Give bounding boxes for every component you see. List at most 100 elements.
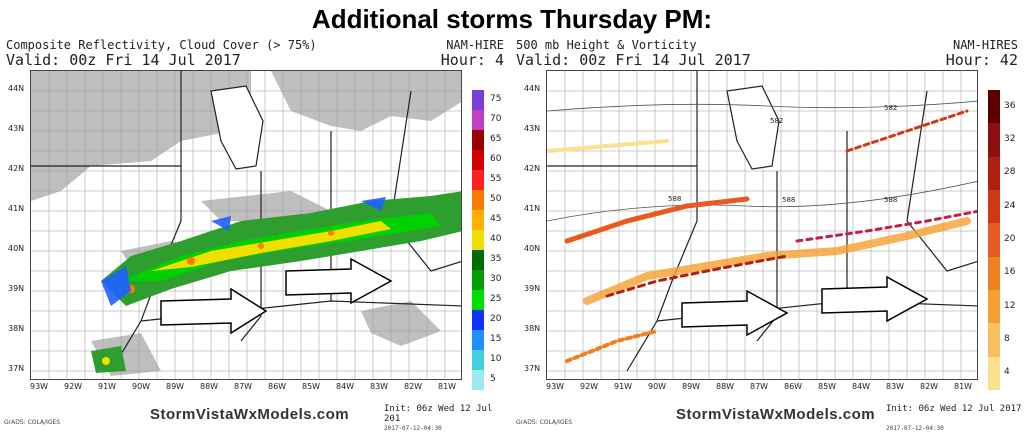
lon-label: 91W: [614, 382, 633, 391]
colorbar-swatch: [472, 370, 484, 390]
vorticity-colorbar: [988, 90, 1000, 390]
colorbar-label: 65: [490, 134, 502, 144]
colorbar-swatch: [472, 290, 484, 310]
lon-label: 83W: [886, 382, 905, 391]
lon-label: 81W: [954, 382, 973, 391]
colorbar-label: 25: [490, 294, 502, 304]
lon-label: 86W: [268, 382, 287, 391]
lat-label: 37N: [8, 364, 25, 373]
lon-label: 84W: [336, 382, 355, 391]
colorbar-swatch: [988, 223, 1000, 257]
lon-label: 88W: [716, 382, 735, 391]
lon-label: 85W: [302, 382, 321, 391]
colorbar-label: 50: [490, 194, 502, 204]
lat-label: 41N: [8, 204, 25, 213]
vorticity-map: [546, 70, 978, 380]
colorbar-swatch: [988, 323, 1000, 357]
panel-title: Composite Reflectivity, Cloud Cover (> 7…: [6, 38, 317, 52]
colorbar-label: 55: [490, 174, 502, 184]
forecast-hour: Hour: 4: [440, 51, 504, 69]
colorbar-swatch: [472, 330, 484, 350]
colorbar-swatch: [988, 289, 1000, 324]
panel-title: 500 mb Height & Vorticity: [516, 38, 697, 52]
colorbar-swatch: [472, 190, 484, 210]
lon-label: 89W: [166, 382, 185, 391]
lon-label: 91W: [98, 382, 117, 391]
lat-label: 37N: [524, 364, 541, 373]
model-name: NAM-HIRE: [446, 38, 504, 52]
grads-credit: GrADS: COLA/IGES: [516, 419, 573, 426]
init-time: Init: 06z Wed 12 Jul 2017: [886, 404, 1022, 414]
vorticity-map-graphic: [547, 71, 977, 379]
forecast-hour: Hour: 42: [945, 51, 1018, 69]
lon-label: 81W: [438, 382, 457, 391]
lon-label: 83W: [370, 382, 389, 391]
colorbar-swatch: [472, 90, 484, 110]
contour-label: 582: [884, 104, 898, 112]
lat-label: 42N: [524, 164, 541, 173]
colorbar-label: 8: [1004, 334, 1010, 344]
colorbar-label: 20: [1004, 234, 1016, 244]
lon-label: 87W: [750, 382, 769, 391]
lat-label: 44N: [8, 84, 25, 93]
lon-label: 82W: [920, 382, 939, 391]
colorbar-swatch: [988, 256, 1000, 290]
run-stamp: 2017-07-12-04:30: [384, 425, 442, 432]
colorbar-swatch: [472, 170, 484, 190]
contour-label: 588: [668, 195, 682, 203]
lon-label: 88W: [200, 382, 219, 391]
contour-label: 582: [770, 117, 784, 125]
colorbar-swatch: [472, 130, 484, 150]
colorbar-label: 15: [490, 334, 502, 344]
lat-label: 43N: [524, 124, 541, 133]
colorbar-swatch: [472, 110, 484, 130]
reflectivity-panel: Composite Reflectivity, Cloud Cover (> 7…: [0, 38, 512, 435]
lat-label: 40N: [524, 244, 541, 253]
lon-label: 84W: [852, 382, 871, 391]
colorbar-swatch: [988, 90, 1000, 124]
model-name: NAM-HIRES: [952, 38, 1018, 52]
lat-label: 44N: [524, 84, 541, 93]
colorbar-swatch: [988, 123, 1000, 157]
lon-label: 93W: [546, 382, 565, 391]
colorbar-swatch: [472, 250, 484, 270]
lat-label: 39N: [524, 284, 541, 293]
reflectivity-map-graphic: [31, 71, 461, 379]
colorbar-label: 20: [490, 314, 502, 324]
colorbar-swatch: [472, 310, 484, 330]
colorbar-swatch: [472, 270, 484, 290]
colorbar-label: 28: [1004, 167, 1016, 178]
lat-label: 43N: [8, 124, 25, 133]
colorbar-swatch: [472, 350, 484, 370]
lon-label: 93W: [30, 382, 49, 391]
lat-label: 38N: [8, 324, 25, 333]
run-stamp: 2017-07-12-04:30: [886, 425, 944, 432]
colorbar-label: 12: [1004, 300, 1016, 311]
lat-label: 41N: [524, 204, 541, 213]
reflectivity-colorbar: [472, 90, 484, 390]
colorbar-label: 40: [490, 234, 502, 244]
site-watermark: StormVistaWxModels.com: [676, 406, 876, 423]
colorbar-label: 75: [490, 94, 502, 104]
contour-label: 588: [884, 196, 898, 204]
colorbar-swatch: [472, 150, 484, 170]
colorbar-swatch: [988, 189, 1000, 224]
grads-credit: GrADS: COLA/IGES: [4, 419, 61, 426]
colorbar-label: 5: [490, 374, 496, 384]
lon-label: 90W: [132, 382, 151, 391]
colorbar-label: 10: [490, 354, 502, 364]
lon-label: 92W: [64, 382, 83, 391]
headline: Additional storms Thursday PM:: [311, 4, 713, 34]
lat-label: 40N: [8, 244, 25, 253]
lon-label: 90W: [648, 382, 667, 391]
colorbar-swatch: [988, 156, 1000, 190]
colorbar-label: 35: [490, 254, 502, 264]
colorbar-label: 30: [490, 274, 502, 284]
lon-label: 92W: [580, 382, 599, 391]
lat-label: 42N: [8, 164, 25, 173]
lat-label: 39N: [8, 284, 25, 293]
colorbar-swatch: [988, 356, 1000, 390]
lon-label: 86W: [784, 382, 803, 391]
colorbar-label: 16: [1004, 267, 1016, 278]
lon-label: 87W: [234, 382, 253, 391]
